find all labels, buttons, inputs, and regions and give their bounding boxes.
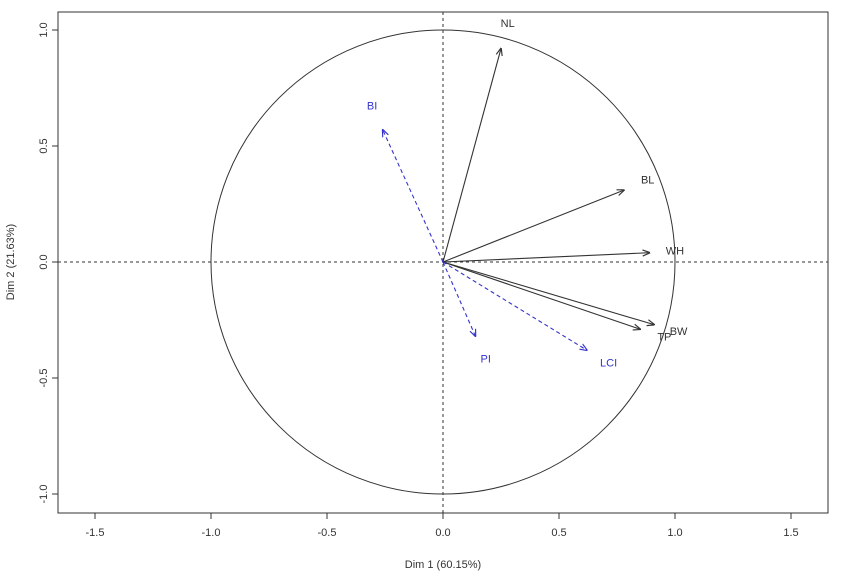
x-tick-label: 0.0 <box>435 527 450 539</box>
label-bw: BW <box>670 326 688 338</box>
arrow-tp <box>442 261 640 329</box>
x-tick-label: 0.5 <box>551 527 566 539</box>
y-tick-label: 1.0 <box>38 22 50 37</box>
label-bl: BL <box>641 175 654 187</box>
x-tick-label: -1.0 <box>202 527 221 539</box>
arrow-bl <box>442 190 624 263</box>
label-nl: NL <box>501 18 515 30</box>
x-tick-label: 1.5 <box>783 527 798 539</box>
arrow-nl <box>442 49 501 263</box>
label-tp: TP <box>657 331 671 343</box>
y-tick-label: -0.5 <box>38 369 50 388</box>
label-pi: PI <box>481 354 491 366</box>
arrow-bw <box>442 261 654 325</box>
arrow-wh <box>442 253 649 263</box>
x-tick-label: 1.0 <box>667 527 682 539</box>
x-tick-label: -0.5 <box>318 527 337 539</box>
y-tick-label: 0.0 <box>38 254 50 269</box>
x-axis-title: Dim 1 (60.15%) <box>405 559 481 571</box>
x-tick-label: -1.5 <box>86 527 105 539</box>
label-lci: LCI <box>600 357 617 369</box>
label-wh: WH <box>666 245 684 257</box>
arrow-lci <box>442 261 587 350</box>
arrow-pi <box>442 261 475 336</box>
y-tick-label: 0.5 <box>38 138 50 153</box>
arrow-bi <box>383 130 444 263</box>
y-axis-title: Dim 2 (21.63%) <box>5 224 17 300</box>
y-tick-label: -1.0 <box>38 485 50 504</box>
axis-ticks: -1.5 -1.0 -0.5 0.0 0.5 1.0 1.5 -1.0 -0.5 0.0 0.5 1.… <box>38 22 799 539</box>
label-bi: BI <box>367 100 377 112</box>
